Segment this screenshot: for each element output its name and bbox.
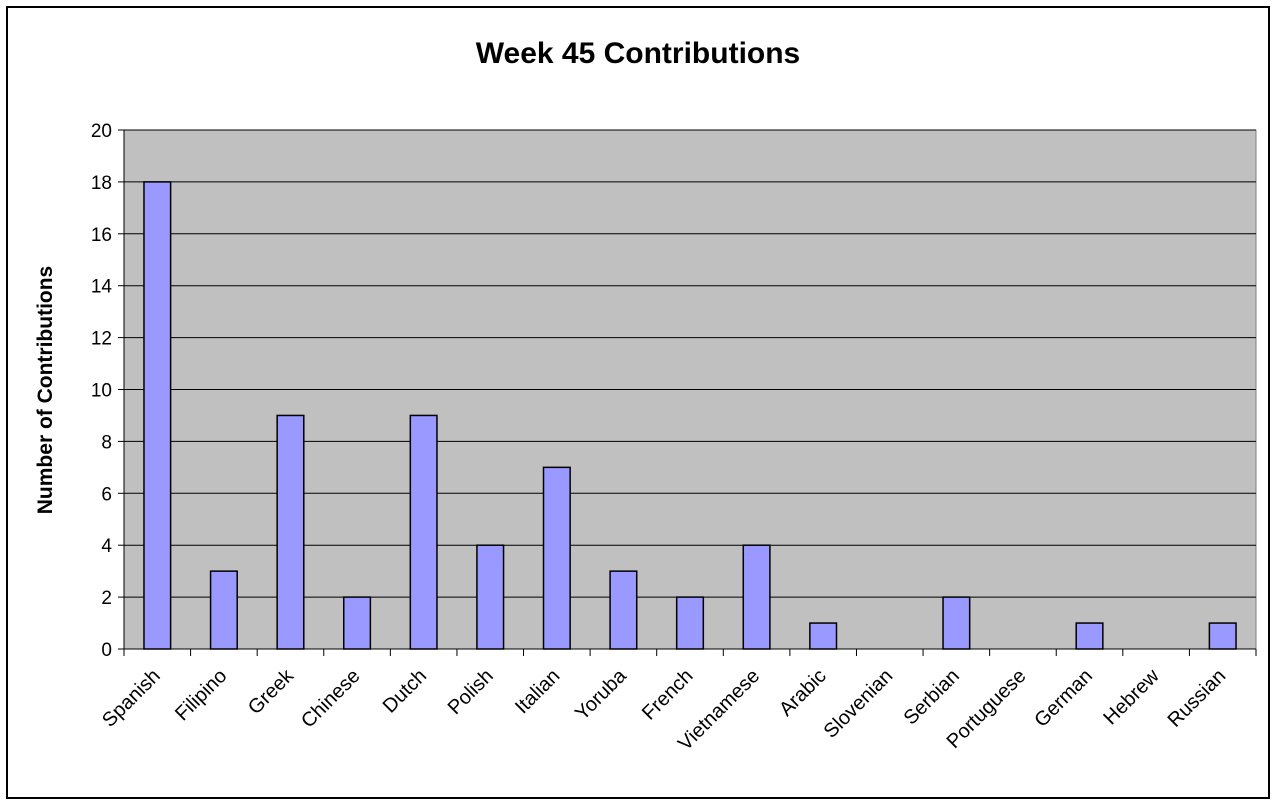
bar-spanish [143, 181, 172, 650]
x-tick-label: Filipino [171, 665, 231, 725]
x-tick-label: Hebrew [1099, 665, 1164, 730]
y-tick-label: 14 [91, 277, 113, 298]
x-axis-labels: Spanish Filipino Greek Chinese Dutch Polish It… [98, 664, 1230, 755]
y-tick-label: 2 [101, 588, 112, 609]
bar-german [1075, 622, 1104, 650]
bar-arabic [809, 622, 838, 650]
y-tick-label: 4 [101, 536, 112, 557]
x-tick-label: Serbian [900, 665, 964, 729]
bar-filipino [209, 570, 238, 650]
y-tick-label: 20 [91, 121, 112, 142]
y-tick-label: 10 [91, 381, 112, 402]
bar-italian [542, 466, 571, 650]
bar-polish [476, 544, 505, 650]
x-tick-label: German [1030, 665, 1097, 732]
x-tick-label: Arabic [775, 665, 831, 721]
y-tick-label: 18 [91, 173, 112, 194]
x-tick-label: Italian [511, 665, 564, 718]
bar-serbian [942, 596, 971, 650]
y-tick-label: 12 [91, 329, 112, 350]
chart-title: Week 45 Contributions [476, 37, 801, 70]
bar-french [675, 596, 705, 650]
bar-russian [1208, 622, 1237, 650]
x-tick-label: Polish [444, 665, 498, 719]
x-tick-label: Russian [1164, 665, 1231, 732]
y-axis-label: Number of Contributions [34, 266, 57, 514]
x-tick-label: Chinese [297, 665, 364, 732]
x-tick-label: French [638, 665, 698, 725]
x-tick-label: Yoruba [571, 664, 631, 724]
y-axis-ticks: 0 2 4 6 8 10 12 14 16 18 20 [91, 121, 124, 661]
bar-dutch [409, 414, 438, 650]
y-tick-label: 16 [91, 225, 112, 246]
x-axis-ticks [123, 649, 1257, 656]
bar-yoruba [609, 570, 638, 650]
y-tick-label: 8 [101, 432, 112, 453]
gridlines [124, 129, 1256, 598]
x-tick-label: Spanish [98, 665, 165, 732]
x-tick-label: Dutch [379, 665, 432, 718]
y-tick-label: 0 [101, 640, 112, 661]
x-tick-label: Slovenian [820, 665, 898, 743]
bars [143, 181, 1237, 650]
y-tick-label: 6 [101, 484, 112, 505]
x-tick-label: Greek [244, 664, 299, 719]
bar-greek [276, 414, 305, 650]
bar-vietnamese [742, 544, 771, 650]
bar-chinese [342, 596, 372, 650]
